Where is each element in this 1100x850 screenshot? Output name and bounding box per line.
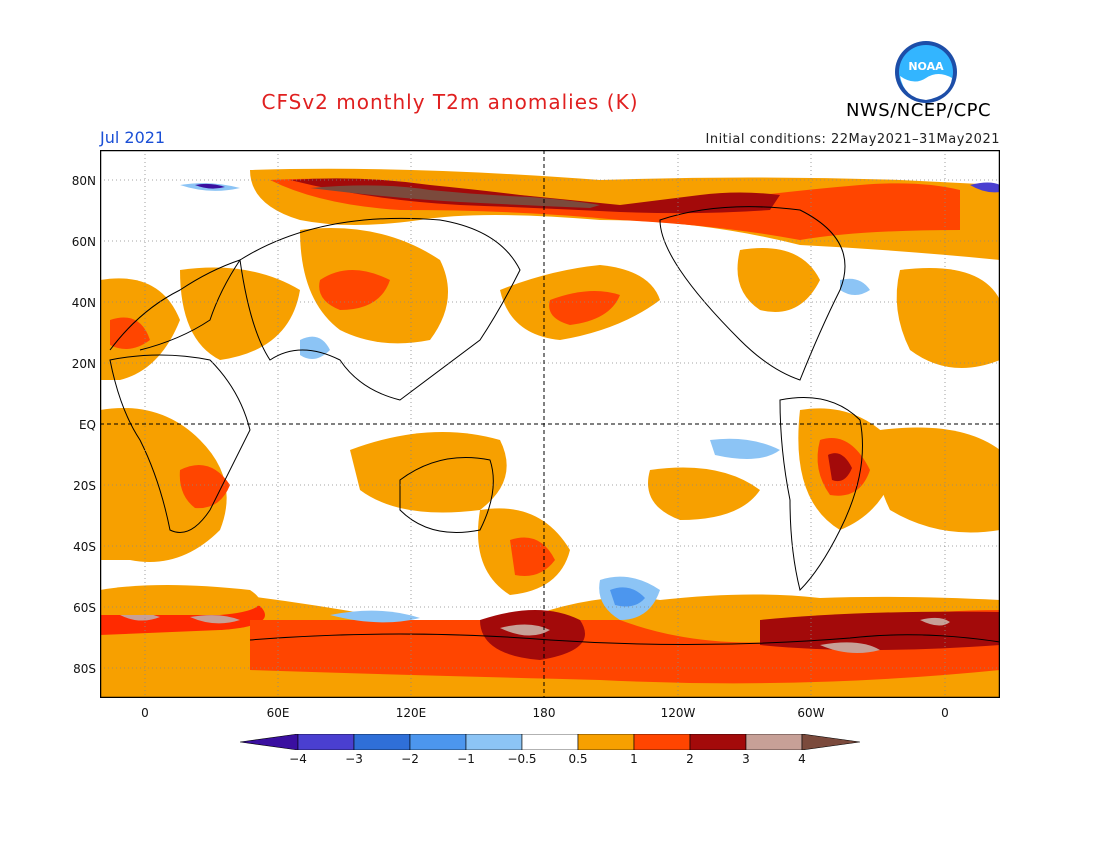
noaa-logo: NOAA — [895, 41, 957, 103]
lat-label: 60S — [73, 601, 96, 615]
colorbar-swatch — [521, 734, 579, 750]
colorbar-swatch — [465, 734, 523, 750]
lat-label: 80N — [71, 174, 96, 188]
colorbar-label: −4 — [289, 752, 307, 766]
colorbar-label: −2 — [401, 752, 419, 766]
lon-label: 0 — [141, 706, 149, 720]
colorbar-label: 2 — [686, 752, 694, 766]
agency-label: NWS/NCEP/CPC — [846, 100, 992, 121]
svg-text:NOAA: NOAA — [908, 60, 944, 73]
continent-outlines — [109, 206, 1000, 646]
colorbar-swatch — [745, 734, 803, 750]
lon-label: 60E — [266, 706, 290, 720]
lon-label: 180 — [532, 706, 556, 720]
colorbar-label: −3 — [345, 752, 363, 766]
colorbar-label: −1 — [457, 752, 475, 766]
lon-label: 120W — [660, 706, 696, 720]
lat-lon-grid — [100, 150, 1000, 698]
lat-label: EQ — [78, 418, 96, 432]
anomaly-map — [100, 150, 1000, 698]
lat-label: 40N — [71, 296, 96, 310]
lat-label: 20S — [73, 479, 96, 493]
colorbar-swatch — [409, 734, 467, 750]
lon-label: 120E — [395, 706, 427, 720]
lat-label: 40S — [73, 540, 96, 554]
colorbar-label: 3 — [742, 752, 750, 766]
lon-label: 60W — [797, 706, 825, 720]
cool-anomaly-regions — [180, 182, 1000, 623]
initial-conditions: Initial conditions: 22May2021–31May2021 — [705, 132, 1000, 147]
lat-label: 60N — [71, 235, 96, 249]
colorbar-max-arrow — [801, 734, 860, 750]
colorbar-label: 0.5 — [568, 752, 588, 766]
colorbar-label: 1 — [630, 752, 638, 766]
warm-anomaly-regions — [100, 168, 1000, 698]
lat-label: 20N — [71, 357, 96, 371]
colorbar — [240, 734, 860, 750]
colorbar-swatch — [353, 734, 411, 750]
colorbar-min-arrow — [240, 734, 299, 750]
colorbar-label: 4 — [798, 752, 806, 766]
equator-dateline — [100, 150, 1000, 698]
forecast-month: Jul 2021 — [100, 128, 166, 147]
colorbar-label: −0.5 — [507, 752, 537, 766]
lat-label: 80S — [73, 662, 96, 676]
colorbar-swatch — [633, 734, 691, 750]
lon-label: 0 — [941, 706, 949, 720]
map-title: CFSv2 monthly T2m anomalies (K) — [261, 90, 639, 114]
colorbar-swatch — [577, 734, 635, 750]
colorbar-swatch — [297, 734, 355, 750]
colorbar-swatch — [689, 734, 747, 750]
